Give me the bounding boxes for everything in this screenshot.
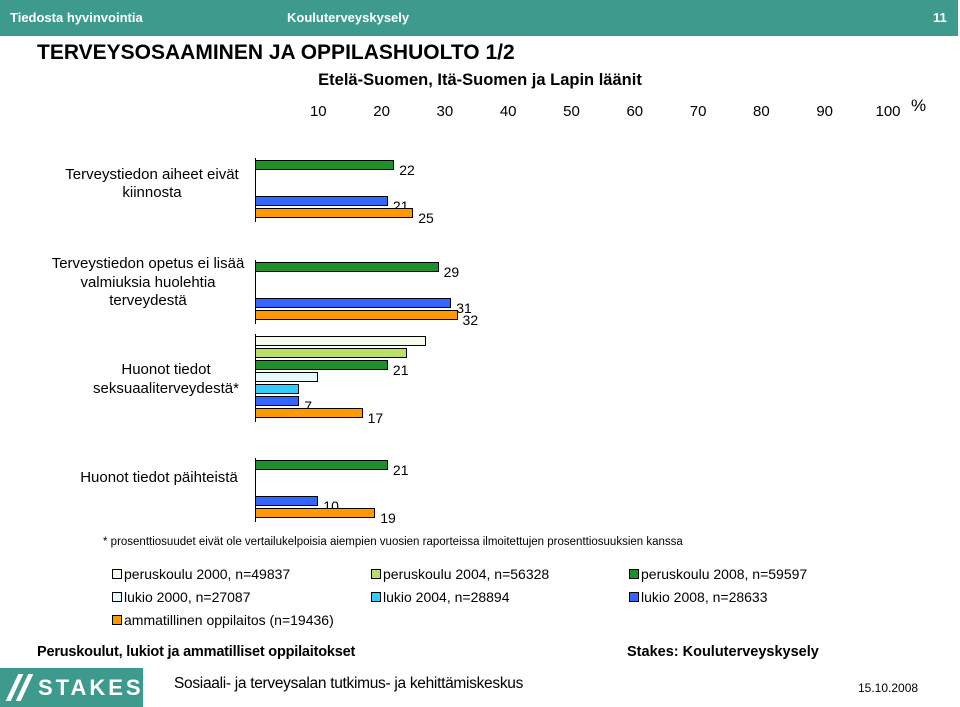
header-center-text: Kouluterveyskysely [287,10,410,25]
data-label: 17 [367,410,384,426]
x-tick-label: 70 [689,103,707,120]
data-label: 21 [392,362,409,378]
stakes-logo: STAKES [0,668,143,707]
category-label: Terveystiedon opetus ei lisää valmiuksia… [28,255,268,311]
page-number: 11 [933,10,947,25]
x-tick-label: 60 [626,103,644,120]
bar-lukio-2000-cat-2 [255,372,319,382]
category-axis-line [255,158,256,222]
legend-label: peruskoulu 2004, n=56328 [383,566,550,582]
footer-source-text: Stakes: Kouluterveyskysely [627,644,819,660]
bar-peruskoulu-2008-cat-1 [255,262,439,272]
category-label-line: terveydestä [109,292,187,309]
legend-swatch [629,592,639,602]
data-label: 25 [418,210,434,226]
legend-label: peruskoulu 2008, n=59597 [641,566,808,582]
x-tick-label: 90 [816,103,834,120]
organization-name: Sosiaali- ja terveysalan tutkimus- ja ke… [174,675,524,692]
legend-swatch [112,615,122,625]
legend-label: ammatillinen oppilaitos (n=19436) [124,612,334,628]
category-label-line: Huonot tiedot [121,361,211,378]
bar-peruskoulu-2000-cat-2 [255,336,426,346]
footer-scope-text: Peruskoulut, lukiot ja ammatilliset oppi… [37,644,356,660]
legend-swatch [371,592,381,602]
category-label-line: kiinnosta [122,184,182,201]
category-axis-line [255,260,256,324]
x-tick-label: 30 [436,103,454,120]
bar-lukio-2008-cat-0 [255,196,388,206]
x-tick-label: 80 [753,103,770,120]
bar-lukio-2004-cat-2 [255,384,300,394]
category-label: Terveystiedon aiheet eivät kiinnosta [30,166,274,202]
x-tick-label: 40 [499,103,517,120]
legend-label: lukio 2000, n=27087 [124,589,251,605]
page-title: TERVEYSOSAAMINEN JA OPPILASHUOLTO 1/2 [37,41,515,64]
category-label-line: Huonot tiedot päihteistä [80,469,238,486]
bar-lukio-2008-cat-3 [255,496,319,506]
page-subtitle: Etelä-Suomen, Itä-Suomen ja Lapin läänit [318,71,642,89]
data-label: 7 [304,398,313,414]
x-tick-label: 20 [373,103,390,120]
data-label: 19 [380,510,396,526]
data-label: 32 [462,312,479,328]
category-label-line: valmiuksia huolehtia [80,273,216,291]
bar-peruskoulu-2008-cat-2 [255,360,388,370]
bar-peruskoulu-2008-cat-0 [255,160,395,170]
x-axis-unit: % [911,96,927,115]
data-label: 31 [456,300,472,316]
x-tick-label: 50 [563,103,580,120]
category-label-line: Terveystiedon opetus ei lisää [51,255,245,272]
category-label-line: seksuaaliterveydestä* [93,380,239,397]
data-label: 29 [443,264,460,280]
legend-label: lukio 2008, n=28633 [641,589,768,605]
logo-text: STAKES [38,675,143,700]
data-label: 22 [399,162,415,178]
bar-peruskoulu-2004-cat-2 [255,348,407,358]
legend-swatch [371,569,381,579]
legend-swatch [629,569,639,579]
category-axis-line [255,458,256,522]
slide-date: 15.10.2008 [858,681,919,695]
bar-ammatillinen-oppilaitos-cat-1 [255,310,458,320]
legend-label: peruskoulu 2000, n=49837 [124,566,291,582]
x-tick-label: 100 [875,103,901,120]
bar-lukio-2008-cat-2 [255,396,300,406]
legend-swatch [112,569,122,579]
legend-label: lukio 2004, n=28894 [383,589,510,605]
data-label: 21 [392,462,409,478]
bar-lukio-2008-cat-1 [255,298,452,308]
footnote: * prosenttiosuudet eivät ole vertailukel… [103,536,683,548]
bar-peruskoulu-2008-cat-3 [255,460,388,470]
bar-ammatillinen-oppilaitos-cat-0 [255,208,414,218]
header-bar: Tiedosta hyvinvointia Kouluterveyskysely… [0,0,958,36]
category-label: Huonot tiedot päihteistä [39,469,279,487]
bar-ammatillinen-oppilaitos-cat-2 [255,408,363,418]
x-tick-label: 10 [309,103,327,120]
category-label: Huonot tiedot seksuaaliterveydestä* [46,360,286,398]
category-label-line: Terveystiedon aiheet eivät [65,166,239,183]
legend-swatch [112,592,122,602]
header-left-text: Tiedosta hyvinvointia [10,10,143,25]
bar-ammatillinen-oppilaitos-cat-3 [255,508,376,518]
category-axis-line [255,334,256,422]
